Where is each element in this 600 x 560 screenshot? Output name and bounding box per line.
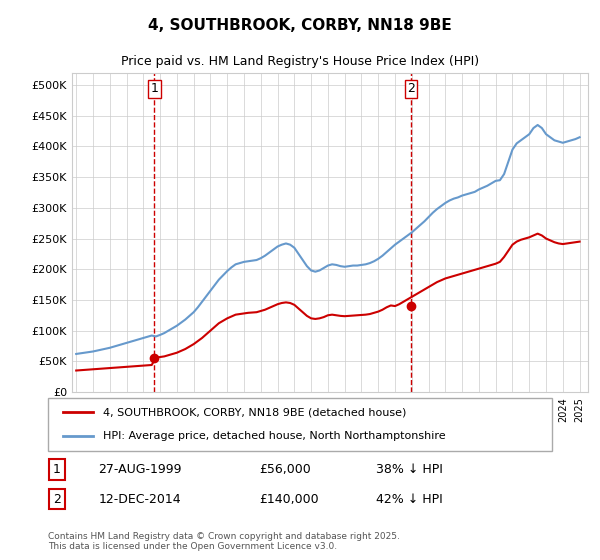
Text: HPI: Average price, detached house, North Northamptonshire: HPI: Average price, detached house, Nort…: [103, 431, 446, 441]
Text: £56,000: £56,000: [260, 463, 311, 476]
Text: 2: 2: [53, 493, 61, 506]
Text: 42% ↓ HPI: 42% ↓ HPI: [376, 493, 442, 506]
Text: Price paid vs. HM Land Registry's House Price Index (HPI): Price paid vs. HM Land Registry's House …: [121, 55, 479, 68]
Text: 1: 1: [53, 463, 61, 476]
Text: £140,000: £140,000: [260, 493, 319, 506]
Text: Contains HM Land Registry data © Crown copyright and database right 2025.
This d: Contains HM Land Registry data © Crown c…: [48, 532, 400, 552]
Text: 2: 2: [407, 82, 415, 95]
Text: 4, SOUTHBROOK, CORBY, NN18 9BE (detached house): 4, SOUTHBROOK, CORBY, NN18 9BE (detached…: [103, 408, 407, 418]
FancyBboxPatch shape: [48, 398, 552, 451]
Text: 27-AUG-1999: 27-AUG-1999: [98, 463, 182, 476]
Text: 4, SOUTHBROOK, CORBY, NN18 9BE: 4, SOUTHBROOK, CORBY, NN18 9BE: [148, 18, 452, 33]
Text: 12-DEC-2014: 12-DEC-2014: [98, 493, 181, 506]
Text: 38% ↓ HPI: 38% ↓ HPI: [376, 463, 442, 476]
Text: 1: 1: [150, 82, 158, 95]
